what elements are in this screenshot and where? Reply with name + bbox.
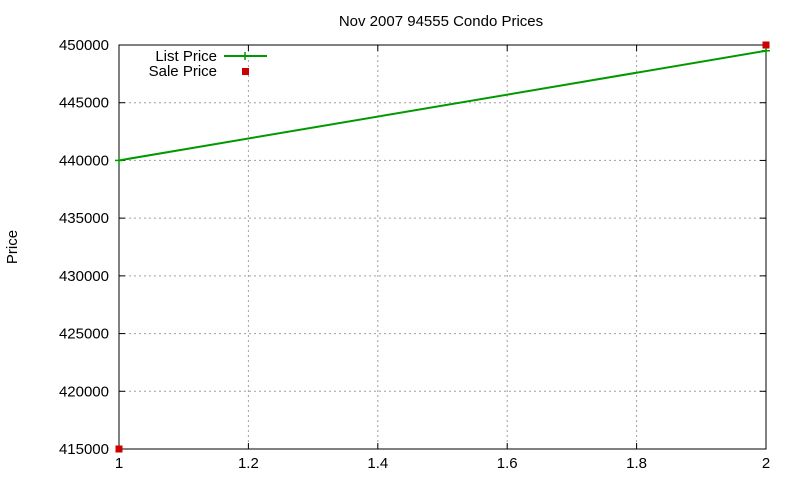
legend: List Price Sale Price [149,48,267,80]
y-tick-label: 445000 [59,95,109,112]
legend-swatch-sale-price [242,68,249,75]
x-tick-labels: 1 1.2 1.4 1.6 1.8 2 [115,455,770,472]
y-tick-label: 450000 [59,37,109,54]
y-tick-label: 435000 [59,210,109,227]
y-tick-label: 430000 [59,268,109,285]
y-tick-label: 415000 [59,441,109,458]
y-tick-labels: 415000 420000 425000 430000 435000 440000 4450… [59,37,109,458]
grid-lines [119,45,766,449]
point-list-price [115,156,123,165]
legend-label-sale-price: Sale Price [149,63,217,80]
axis-ticks [118,44,767,450]
series-line-list-price [118,49,767,162]
point-sale-price [762,41,770,49]
chart-title: Nov 2007 94555 Condo Prices [339,13,543,30]
legend-label-list-price: List Price [155,48,217,65]
y-tick-label: 425000 [59,326,109,343]
x-tick-label: 1.8 [626,455,647,472]
x-tick-label: 2 [762,455,770,472]
y-tick-label: 420000 [59,383,109,400]
x-tick-label: 1 [115,455,123,472]
y-axis-label: Price [4,230,21,264]
x-tick-label: 1.6 [497,455,518,472]
series-layer [115,41,770,453]
x-tick-label: 1.4 [367,455,388,472]
plot-frame [118,44,767,450]
point-sale-price [115,445,123,453]
y-tick-label: 440000 [59,152,109,169]
x-tick-label: 1.2 [238,455,259,472]
